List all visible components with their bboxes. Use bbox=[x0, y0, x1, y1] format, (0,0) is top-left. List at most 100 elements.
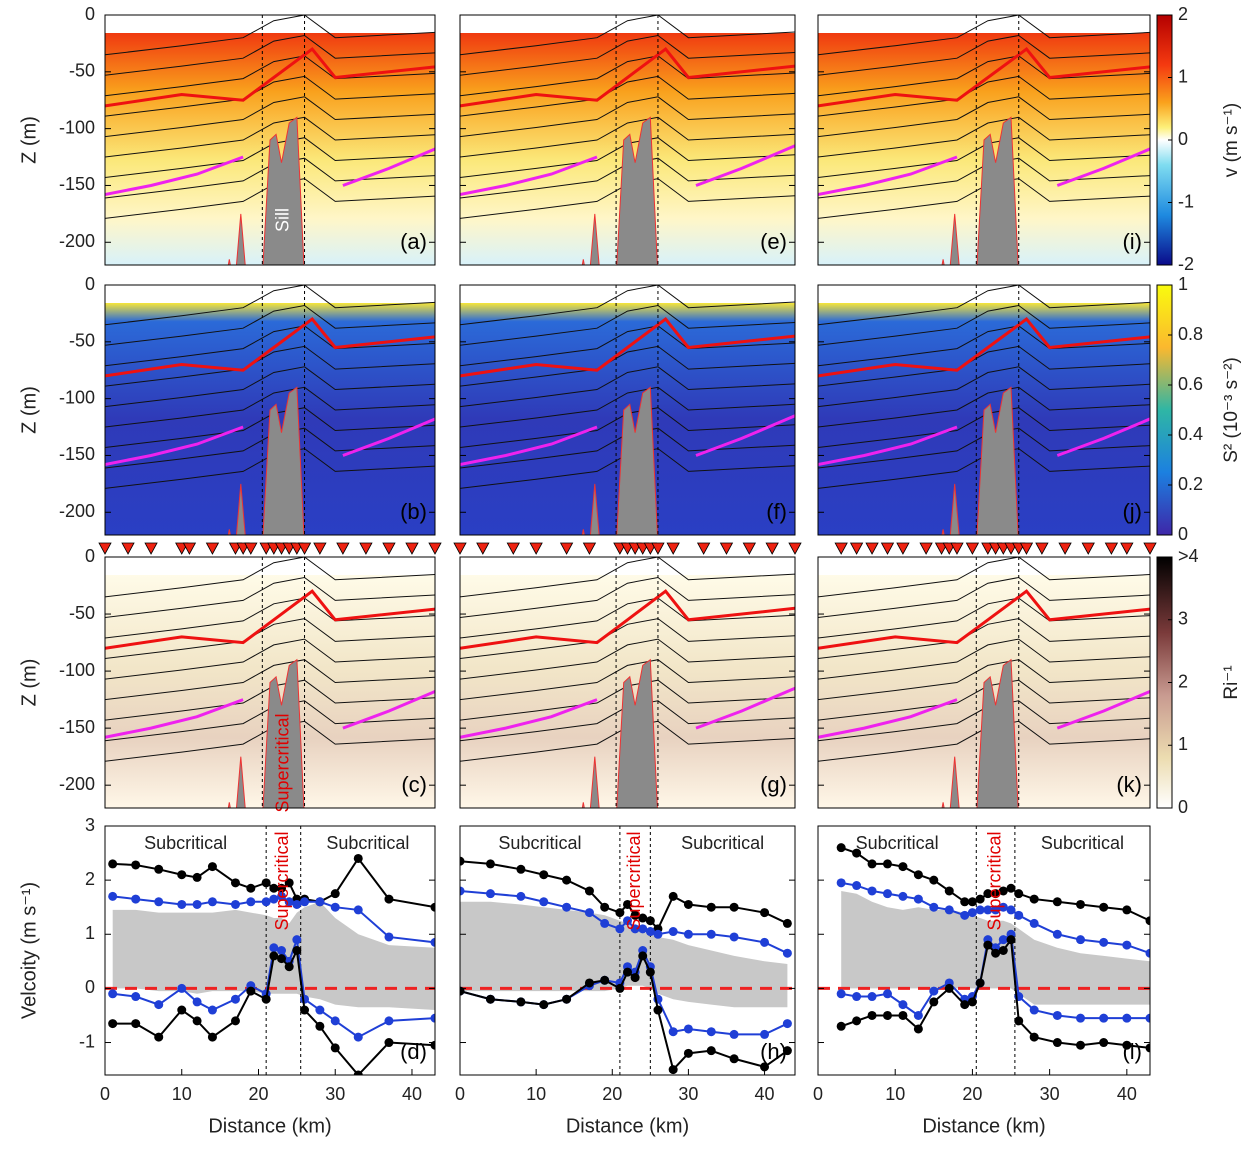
plot-area bbox=[105, 285, 435, 535]
sill bbox=[581, 259, 585, 265]
point bbox=[246, 986, 256, 996]
point bbox=[782, 1046, 792, 1056]
point bbox=[516, 864, 526, 874]
station bbox=[1019, 542, 1034, 555]
point bbox=[683, 1024, 693, 1034]
point bbox=[836, 1021, 846, 1031]
point bbox=[108, 989, 118, 999]
station bbox=[359, 542, 373, 555]
contour bbox=[818, 576, 1150, 618]
point bbox=[292, 899, 302, 909]
point bbox=[983, 940, 993, 950]
point bbox=[230, 878, 240, 888]
point bbox=[998, 935, 1008, 945]
band bbox=[460, 901, 788, 1008]
point bbox=[269, 951, 279, 961]
frame bbox=[817, 14, 1151, 266]
point bbox=[384, 1016, 394, 1026]
station bbox=[1081, 542, 1095, 555]
plot-area bbox=[818, 285, 1150, 535]
point bbox=[284, 897, 294, 907]
point bbox=[261, 994, 271, 1004]
point bbox=[1006, 883, 1016, 893]
point bbox=[638, 913, 648, 923]
point bbox=[230, 1016, 240, 1026]
point bbox=[836, 989, 846, 999]
contour bbox=[105, 96, 435, 138]
y-tick-label: -50 bbox=[69, 331, 95, 351]
contour bbox=[460, 34, 795, 76]
colorbar-tick-label: 0.2 bbox=[1178, 474, 1203, 494]
y-tick-label: -100 bbox=[59, 660, 95, 680]
contour bbox=[818, 116, 1150, 158]
point bbox=[207, 897, 217, 907]
x-tick-label: 0 bbox=[455, 1084, 465, 1104]
point bbox=[983, 905, 993, 915]
panel-label: (f) bbox=[766, 499, 787, 524]
point bbox=[1099, 937, 1109, 947]
frame bbox=[459, 556, 796, 809]
point bbox=[630, 910, 640, 920]
station bbox=[405, 542, 419, 555]
contour-red bbox=[460, 589, 795, 650]
point bbox=[898, 862, 908, 872]
point bbox=[653, 1005, 663, 1015]
point bbox=[246, 897, 256, 907]
plot-area bbox=[460, 557, 795, 808]
point bbox=[207, 862, 217, 872]
y-tick-label: 0 bbox=[85, 977, 95, 997]
panel-label: (b) bbox=[400, 499, 427, 524]
point bbox=[384, 894, 394, 904]
point bbox=[706, 902, 716, 912]
point bbox=[1076, 899, 1086, 909]
panel-label: (k) bbox=[1116, 772, 1142, 797]
contour-magenta bbox=[460, 698, 598, 739]
y-tick-label: 0 bbox=[85, 274, 95, 294]
station bbox=[121, 542, 135, 555]
contour-red bbox=[105, 47, 435, 108]
point bbox=[998, 902, 1008, 912]
point bbox=[882, 1010, 892, 1020]
station bbox=[765, 542, 779, 555]
sill bbox=[941, 802, 945, 808]
point bbox=[760, 1062, 770, 1072]
colorbar-tick-label: -2 bbox=[1178, 254, 1194, 274]
contour-magenta bbox=[105, 425, 244, 466]
contour bbox=[105, 557, 435, 598]
point bbox=[1029, 1032, 1039, 1042]
station bbox=[1104, 542, 1119, 555]
point bbox=[852, 1016, 862, 1026]
point bbox=[975, 978, 985, 988]
point bbox=[729, 1029, 739, 1039]
sill bbox=[262, 386, 305, 535]
point bbox=[177, 899, 187, 909]
point bbox=[967, 897, 977, 907]
contour bbox=[105, 366, 435, 408]
contour-magenta bbox=[818, 425, 958, 466]
point bbox=[645, 967, 655, 977]
sill bbox=[262, 658, 305, 808]
point bbox=[292, 946, 302, 955]
station bbox=[896, 542, 910, 555]
panel-label: (g) bbox=[760, 772, 787, 797]
contour-red bbox=[818, 317, 1150, 378]
contour bbox=[460, 15, 795, 56]
x-axis-label: Distance (km) bbox=[922, 1115, 1045, 1137]
point bbox=[330, 1016, 340, 1026]
point bbox=[898, 891, 908, 901]
point bbox=[269, 894, 279, 904]
contour bbox=[818, 638, 1150, 680]
point bbox=[230, 899, 240, 909]
sill bbox=[616, 116, 658, 265]
panel-label: (e) bbox=[760, 229, 787, 254]
point bbox=[277, 891, 287, 901]
colorbar-tick-label: 0.4 bbox=[1178, 424, 1203, 444]
contour-magenta bbox=[460, 155, 598, 196]
annotation: Supercritical bbox=[272, 831, 292, 930]
sill bbox=[941, 529, 945, 535]
panel: Subcritical Supercritical Subcritical 0 10 20… bbox=[455, 825, 796, 1137]
x-axis-label: Distance (km) bbox=[566, 1115, 689, 1137]
contour-magenta bbox=[695, 686, 795, 730]
station bbox=[1120, 542, 1134, 555]
point bbox=[600, 918, 610, 928]
